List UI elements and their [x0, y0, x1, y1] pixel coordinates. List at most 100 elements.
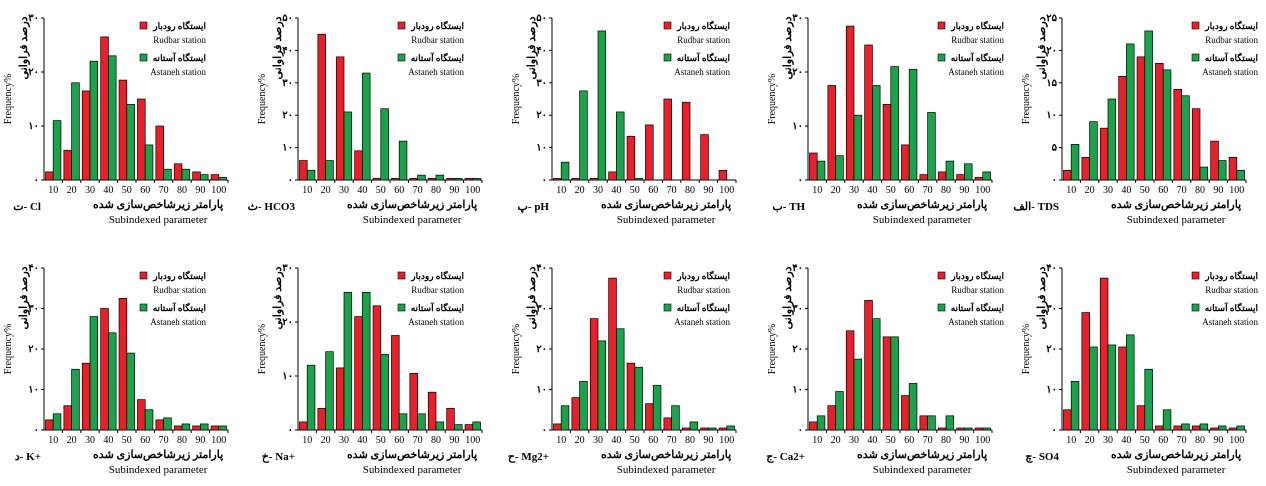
x-tick-label: 50 [630, 185, 640, 196]
bar-rudbar [589, 178, 599, 181]
x-tick-label: 10 [812, 185, 822, 196]
y-tick-label: ۰ [34, 425, 39, 436]
y-tick-label: ۳۰ [792, 13, 803, 24]
bar-rudbar [137, 399, 146, 431]
x-axis-label-fa: پارامتر زیرشاخص‌سازی شده [1111, 199, 1241, 211]
legend-label-rudbar-en: Rudbar station [951, 35, 1004, 45]
y-axis-label-fa: درصد فراوانی [18, 16, 30, 79]
legend-label-astaneh-en: Astaneh station [674, 67, 730, 77]
bar-rudbar [882, 104, 892, 181]
x-tick-label: 10 [48, 435, 58, 446]
bar-astaneh [1236, 425, 1245, 431]
bar-rudbar [718, 169, 728, 181]
bar-astaneh [982, 171, 991, 181]
bar-astaneh [343, 291, 353, 431]
x-tick-label: 80 [431, 435, 441, 446]
bar-rudbar [173, 425, 183, 431]
x-tick-label: 20 [321, 435, 331, 446]
bar-rudbar [372, 305, 382, 431]
y-tick-label: ۲۵ [1046, 13, 1057, 24]
x-tick-label: 100 [975, 435, 990, 446]
x-tick-label: 80 [941, 435, 951, 446]
y-axis-label-fa: درصد فراوانی [1036, 16, 1048, 79]
legend-label-rudbar-fa: ایستگاه رودبار [676, 270, 730, 282]
bar-astaneh [200, 174, 209, 181]
legend-swatch-astaneh [397, 53, 406, 62]
x-tick-label: 90 [959, 185, 969, 196]
bar-astaneh [52, 120, 62, 181]
y-tick-label: ۲۰ [536, 344, 547, 355]
y-axis-label-en: Frequency% [767, 74, 778, 125]
bar-rudbar [1173, 425, 1182, 431]
bar-rudbar [700, 427, 709, 431]
x-tick-label: 100 [975, 185, 990, 196]
bar-astaneh [1181, 423, 1190, 431]
bar-astaneh [890, 66, 899, 181]
x-tick-label: 10 [302, 185, 312, 196]
bar-rudbar [1210, 140, 1219, 181]
legend-label-rudbar-fa: ایستگاه رودبار [950, 20, 1004, 32]
legend-label-rudbar-fa: ایستگاه رودبار [410, 270, 464, 282]
y-tick-label: ۴۰ [1046, 263, 1057, 274]
x-tick-label: 40 [357, 185, 367, 196]
x-axis-label-en: Subindexed parameter [363, 464, 462, 476]
bar-astaneh [200, 423, 209, 431]
legend-label-astaneh-en: Astaneh station [1202, 67, 1258, 77]
bar-astaneh [144, 409, 154, 431]
bar-astaneh [218, 425, 227, 431]
x-tick-label: 100 [211, 185, 226, 196]
bar-astaneh [472, 421, 481, 431]
x-tick-label: 20 [67, 435, 77, 446]
x-axis-label-en: Subindexed parameter [617, 214, 716, 226]
bar-astaneh [890, 336, 899, 431]
bar-rudbar [391, 178, 400, 181]
bar-rudbar [391, 335, 400, 431]
legend-label-astaneh-fa: ایستگاه آستانه [153, 52, 206, 63]
y-tick-label: ۲۰ [28, 344, 39, 355]
bar-rudbar [1136, 56, 1146, 181]
y-tick-label: ۲۰ [282, 110, 293, 121]
x-tick-label: 70 [1177, 435, 1187, 446]
bar-astaneh [945, 415, 955, 431]
bar-astaneh [872, 85, 881, 181]
bar-rudbar [464, 178, 474, 181]
bar-rudbar [1081, 312, 1090, 431]
y-axis-label-fa: درصد فراوانی [272, 266, 284, 329]
y-tick-label: ۲۰ [1046, 344, 1057, 355]
bar-rudbar [192, 171, 201, 181]
bar-rudbar [1191, 425, 1201, 431]
bar-astaneh [306, 364, 316, 431]
bar-rudbar [427, 178, 437, 181]
legend-label-rudbar-en: Rudbar station [1205, 285, 1258, 295]
bar-astaneh [597, 30, 607, 181]
legend-swatch-rudbar [937, 271, 946, 280]
panel-label: ج- Ca2+ [766, 451, 805, 463]
x-tick-label: 50 [122, 435, 132, 446]
bar-rudbar [845, 25, 855, 181]
x-tick-label: 30 [1103, 435, 1113, 446]
bar-astaneh [616, 111, 625, 181]
bar-rudbar [81, 90, 91, 181]
bar-astaneh [634, 178, 643, 181]
bar-rudbar [901, 144, 910, 181]
bar-astaneh [835, 155, 844, 181]
bar-astaneh [108, 55, 117, 181]
bar-rudbar [335, 56, 345, 181]
x-axis-label-fa: پارامتر زیرشاخص‌سازی شده [601, 199, 731, 211]
x-axis-label-en: Subindexed parameter [1127, 214, 1226, 226]
bar-rudbar [446, 408, 455, 431]
legend-label-astaneh-en: Astaneh station [150, 67, 206, 77]
x-tick-label: 40 [1121, 435, 1131, 446]
bar-astaneh [1070, 144, 1080, 181]
panel-label: پ- pH [518, 201, 550, 213]
histogram-panel-3: ۰ ۱۰ ۲۰ ۳۰ ۴۰ ۵۰ 10 20 30 40 50 60 70 80 90 100 Frequenc… [511, 13, 737, 226]
x-tick-label: 10 [812, 435, 822, 446]
legend-label-rudbar-fa: ایستگاه رودبار [1204, 270, 1258, 282]
legend-swatch-astaneh [937, 303, 946, 312]
panel-label: ب- TH [772, 201, 805, 213]
x-tick-label: 30 [339, 435, 349, 446]
x-axis-label-en: Subindexed parameter [109, 464, 208, 476]
x-tick-label: 30 [849, 185, 859, 196]
histogram-panel-7: ۰ ۱۰ ۲۰ ۳۰ 10 20 30 40 50 60 70 80 90 100 Frequency% در… [257, 263, 483, 476]
y-tick-label: ۱۰ [1046, 110, 1057, 121]
